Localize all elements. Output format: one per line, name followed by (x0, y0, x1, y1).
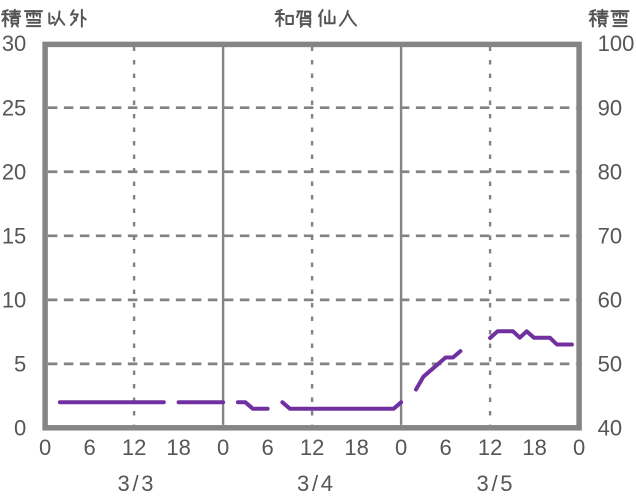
svg-text:15: 15 (2, 223, 26, 248)
svg-text:90: 90 (598, 95, 622, 120)
svg-text:3/3: 3/3 (118, 471, 154, 496)
svg-text:5: 5 (14, 352, 26, 377)
svg-text:18: 18 (522, 435, 546, 460)
svg-text:0: 0 (395, 435, 407, 460)
svg-text:10: 10 (2, 288, 26, 313)
svg-text:0: 0 (573, 435, 585, 460)
svg-text:60: 60 (598, 288, 622, 313)
svg-text:3/4: 3/4 (297, 471, 333, 496)
svg-text:6: 6 (261, 435, 273, 460)
svg-text:30: 30 (2, 31, 26, 56)
svg-text:25: 25 (2, 95, 26, 120)
svg-text:0: 0 (14, 415, 26, 440)
svg-text:3/5: 3/5 (477, 471, 513, 496)
svg-text:20: 20 (2, 159, 26, 184)
svg-text:18: 18 (166, 435, 190, 460)
svg-text:12: 12 (300, 435, 324, 460)
svg-text:6: 6 (439, 435, 451, 460)
svg-text:50: 50 (598, 352, 622, 377)
svg-text:100: 100 (598, 31, 635, 56)
svg-text:80: 80 (598, 159, 622, 184)
svg-text:70: 70 (598, 223, 622, 248)
svg-text:18: 18 (344, 435, 368, 460)
svg-text:40: 40 (598, 415, 622, 440)
svg-text:12: 12 (122, 435, 146, 460)
svg-text:6: 6 (83, 435, 95, 460)
svg-text:0: 0 (217, 435, 229, 460)
svg-text:12: 12 (478, 435, 502, 460)
svg-text:0: 0 (39, 435, 51, 460)
